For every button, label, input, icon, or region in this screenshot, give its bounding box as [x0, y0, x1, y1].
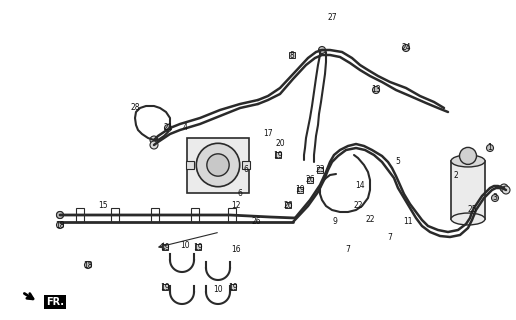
Ellipse shape	[451, 213, 485, 225]
Bar	[451, 161, 485, 219]
Bar	[187, 138, 249, 193]
Bar	[228, 208, 236, 222]
Text: 7: 7	[346, 245, 350, 254]
Circle shape	[402, 44, 410, 52]
Text: 19: 19	[160, 283, 170, 292]
Text: 28: 28	[130, 102, 140, 111]
Text: 2: 2	[454, 171, 458, 180]
Circle shape	[500, 184, 508, 192]
Text: 19: 19	[160, 243, 170, 252]
Text: 24: 24	[401, 44, 411, 52]
Circle shape	[56, 221, 63, 228]
Text: 8: 8	[289, 51, 294, 60]
Text: 13: 13	[371, 85, 381, 94]
Text: 19: 19	[193, 243, 203, 252]
Text: 22: 22	[365, 215, 375, 225]
Text: 10: 10	[180, 241, 190, 250]
Circle shape	[56, 212, 63, 219]
Bar	[289, 52, 295, 58]
Text: 9: 9	[333, 218, 337, 227]
Text: 25: 25	[467, 205, 477, 214]
Text: 18: 18	[55, 220, 64, 229]
Text: 7: 7	[388, 234, 393, 243]
Bar	[151, 208, 159, 222]
Bar	[191, 208, 199, 222]
Text: 22: 22	[353, 201, 363, 210]
Bar	[297, 187, 303, 193]
Text: 26: 26	[251, 218, 261, 227]
Text: 11: 11	[403, 218, 413, 227]
Text: 18: 18	[83, 260, 93, 269]
Circle shape	[487, 145, 493, 151]
Text: 15: 15	[98, 201, 108, 210]
Text: 20: 20	[275, 139, 285, 148]
Bar	[162, 284, 168, 290]
Text: FR.: FR.	[46, 297, 64, 307]
Circle shape	[460, 148, 476, 164]
Bar	[195, 244, 201, 250]
Text: 6: 6	[237, 188, 243, 197]
Text: 10: 10	[213, 285, 223, 294]
Text: 1: 1	[488, 143, 492, 153]
Circle shape	[151, 137, 157, 143]
Bar	[76, 208, 84, 222]
Circle shape	[318, 46, 326, 53]
Circle shape	[56, 212, 63, 219]
Ellipse shape	[451, 155, 485, 167]
Circle shape	[150, 141, 158, 149]
Bar	[186, 161, 194, 169]
Circle shape	[150, 136, 158, 144]
Bar	[111, 208, 119, 222]
Text: 16: 16	[231, 245, 241, 254]
Bar	[162, 244, 168, 250]
Text: 21: 21	[163, 124, 173, 132]
Circle shape	[165, 124, 171, 132]
Bar	[285, 202, 291, 208]
Bar	[307, 177, 313, 183]
Bar	[275, 152, 281, 158]
Circle shape	[373, 86, 379, 93]
Circle shape	[492, 195, 498, 202]
Text: 4: 4	[183, 124, 187, 132]
Text: 26: 26	[283, 201, 293, 210]
Bar	[317, 167, 323, 173]
Text: 19: 19	[228, 283, 238, 292]
Circle shape	[207, 154, 229, 176]
Bar	[242, 161, 250, 169]
Text: 6: 6	[244, 165, 248, 174]
Circle shape	[196, 143, 240, 187]
Text: 23: 23	[315, 165, 325, 174]
Text: 27: 27	[327, 13, 337, 22]
Text: 19: 19	[273, 150, 283, 159]
Text: 5: 5	[396, 157, 400, 166]
Text: 3: 3	[493, 194, 497, 203]
Circle shape	[85, 261, 91, 268]
Bar	[230, 284, 236, 290]
Text: 26: 26	[305, 175, 315, 185]
Text: 12: 12	[231, 201, 241, 210]
Text: 17: 17	[263, 129, 273, 138]
Circle shape	[502, 186, 510, 194]
Text: 14: 14	[355, 180, 365, 189]
Text: 19: 19	[295, 186, 305, 195]
